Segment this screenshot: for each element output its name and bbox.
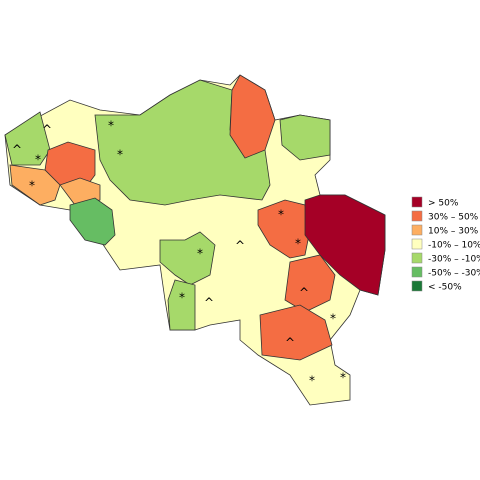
- legend-label: -50% – -30%: [428, 269, 480, 279]
- region-marker: *: [278, 208, 284, 222]
- region-marker: *: [35, 153, 41, 167]
- region: [167, 279, 196, 331]
- legend-label: 10% – 30%: [428, 227, 479, 237]
- region-marker: *: [197, 247, 203, 261]
- legend-swatch: [411, 210, 423, 222]
- region-marker: *: [108, 119, 114, 133]
- region-marker: *: [295, 237, 301, 251]
- legend-swatch: [411, 266, 423, 278]
- region-marker: ^: [12, 143, 22, 157]
- region-marker: *: [29, 179, 35, 193]
- region-marker: ^: [235, 239, 245, 253]
- legend-label: -30% – -10%: [428, 255, 480, 265]
- region-marker: ^: [42, 123, 52, 137]
- legend: > 50% 30% – 50% 10% – 30% -10% – 10% -30% – …: [411, 196, 480, 293]
- region: [257, 199, 311, 259]
- region: [4, 111, 51, 166]
- legend-swatch: [411, 252, 423, 264]
- regions: [4, 74, 386, 406]
- region: [9, 164, 61, 206]
- region-marker: ^: [285, 336, 295, 350]
- markers: ^ *^* ***^**^* ^^** *: [12, 119, 346, 388]
- legend-swatch: [411, 196, 423, 208]
- region-marker: *: [117, 148, 123, 162]
- region: [259, 304, 333, 361]
- region: [304, 194, 386, 296]
- legend-label: > 50%: [428, 199, 459, 209]
- legend-label: < -50%: [428, 283, 462, 293]
- region: [159, 231, 216, 286]
- region-marker: *: [309, 374, 315, 388]
- legend-label: -10% – 10%: [428, 241, 480, 251]
- legend-swatch: [411, 238, 423, 250]
- region-marker: *: [179, 291, 185, 305]
- region-marker: ^: [299, 286, 309, 300]
- region: [229, 74, 276, 159]
- region: [69, 197, 116, 246]
- region: [279, 114, 331, 161]
- region: [59, 177, 101, 206]
- region: [94, 79, 271, 206]
- legend-swatch: [411, 280, 423, 292]
- region-marker: ^: [204, 296, 214, 310]
- region-marker: *: [340, 371, 346, 385]
- region-marker: *: [330, 312, 336, 326]
- legend-swatch: [411, 224, 423, 236]
- legend-label: 30% – 50%: [428, 213, 479, 223]
